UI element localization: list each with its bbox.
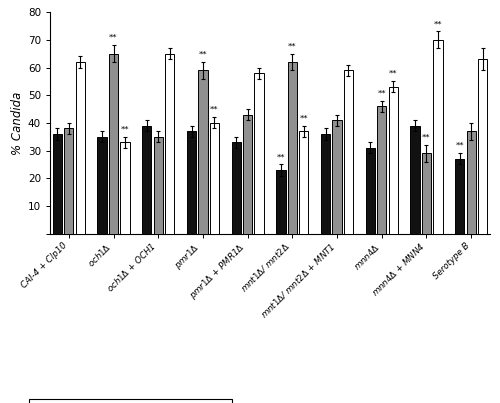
Text: **: **: [110, 34, 118, 42]
Bar: [198, 70, 207, 234]
Bar: [299, 131, 308, 234]
Bar: [377, 106, 386, 234]
Bar: [232, 142, 241, 234]
Text: **: **: [210, 106, 218, 114]
Text: **: **: [288, 42, 296, 50]
Text: **: **: [198, 51, 207, 59]
Bar: [332, 120, 342, 234]
Bar: [154, 137, 163, 234]
Bar: [288, 62, 297, 234]
Bar: [142, 126, 152, 234]
Bar: [64, 129, 74, 234]
Bar: [422, 154, 431, 234]
Text: **: **: [389, 70, 398, 78]
Bar: [109, 54, 118, 234]
Bar: [243, 114, 252, 234]
Bar: [187, 131, 196, 234]
Text: **: **: [276, 153, 285, 161]
Bar: [478, 59, 487, 234]
Bar: [410, 126, 420, 234]
Text: **: **: [434, 20, 442, 28]
Bar: [455, 159, 464, 234]
Y-axis label: % Candida: % Candida: [10, 91, 24, 155]
Bar: [276, 170, 285, 234]
Bar: [344, 70, 353, 234]
Bar: [98, 137, 107, 234]
Legend: %$\it{Candida}$ associated with PMNs, % $\it{Candida}$ attached, % $\it{Candida}: %$\it{Candida}$ associated with PMNs, % …: [29, 399, 232, 403]
Bar: [120, 142, 130, 234]
Text: **: **: [422, 134, 430, 142]
Bar: [254, 73, 264, 234]
Bar: [76, 62, 85, 234]
Bar: [433, 40, 442, 234]
Bar: [210, 123, 219, 234]
Bar: [53, 134, 62, 234]
Bar: [388, 87, 398, 234]
Text: **: **: [378, 89, 386, 98]
Text: **: **: [120, 125, 129, 133]
Bar: [165, 54, 174, 234]
Bar: [366, 148, 375, 234]
Bar: [321, 134, 330, 234]
Bar: [466, 131, 476, 234]
Text: **: **: [456, 142, 464, 150]
Text: **: **: [300, 114, 308, 123]
